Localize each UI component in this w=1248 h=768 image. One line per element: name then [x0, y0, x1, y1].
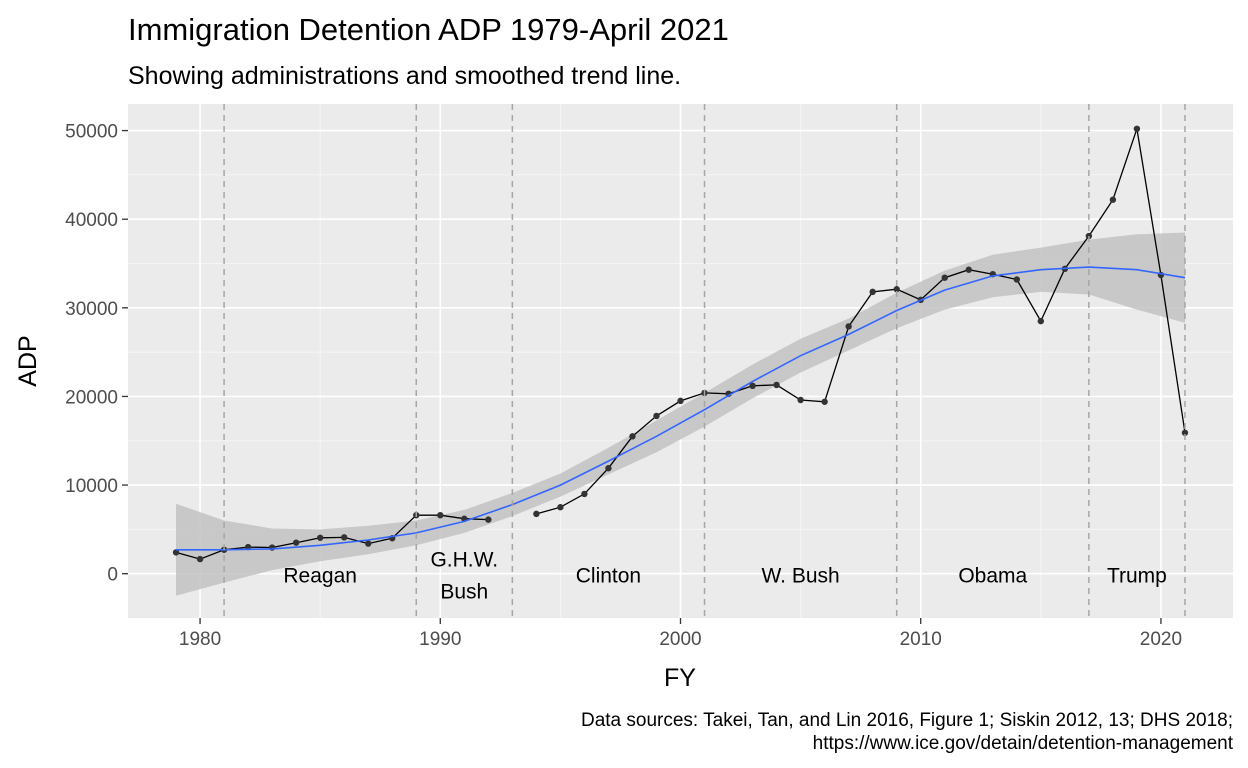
chart-title: Immigration Detention ADP 1979-April 202… — [128, 12, 729, 47]
adp-data-point — [1013, 276, 1021, 283]
trend-confidence-band — [176, 232, 1185, 596]
administration-label: Reagan — [283, 565, 357, 588]
caption-line-1: Data sources: Takei, Tan, and Lin 2016, … — [581, 710, 1233, 731]
adp-data-point — [1133, 125, 1141, 133]
x-tick-label: 1980 — [179, 629, 221, 650]
adp-data-point — [172, 549, 180, 556]
administration-label: Bush — [440, 581, 488, 604]
adp-data-point — [869, 288, 876, 296]
adp-data-point — [965, 266, 972, 273]
adp-data-point — [653, 412, 660, 420]
adp-data-point — [365, 540, 372, 547]
adp-data-point — [941, 274, 948, 281]
trend-line — [176, 266, 1186, 551]
administration-label: Trump — [1107, 565, 1167, 588]
adp-data-point — [845, 323, 852, 330]
x-tick-label: 1990 — [419, 629, 461, 650]
adp-data-point — [581, 490, 588, 498]
adp-data-point — [268, 544, 276, 551]
x-tick-label: 2010 — [900, 629, 942, 650]
adp-data-point — [196, 555, 204, 563]
adp-data-point — [485, 516, 492, 523]
plot-area: Reagan G.H.W. Bush Clinton W. Bush Obama Trump… — [65, 104, 1233, 650]
adp-data-point — [677, 397, 684, 405]
x-tick-label: 2000 — [659, 629, 701, 650]
adp-data-point — [557, 504, 564, 511]
administration-label: Obama — [958, 565, 1027, 588]
administration-label: G.H.W. — [430, 549, 498, 572]
administration-label: Clinton — [576, 565, 641, 588]
adp-series-line — [536, 128, 1186, 515]
adp-data-point — [797, 396, 804, 404]
chart-subtitle: Showing administrations and smoothed tre… — [128, 62, 681, 90]
adp-data-point — [316, 534, 324, 541]
y-axis-title: ADP — [14, 335, 42, 386]
y-tick-label: 0 — [107, 565, 118, 586]
y-tick-label: 40000 — [65, 210, 118, 231]
adp-data-point — [821, 398, 828, 405]
x-axis-title: FY — [664, 664, 696, 692]
adp-data-point — [749, 382, 756, 390]
adp-data-point — [893, 286, 900, 293]
x-tick-label: 2020 — [1140, 629, 1182, 650]
adp-data-point — [533, 510, 540, 518]
y-tick-label: 50000 — [65, 122, 118, 143]
adp-data-point — [340, 534, 348, 541]
adp-data-point — [292, 539, 300, 546]
adp-data-point — [437, 512, 444, 519]
y-tick-label: 10000 — [65, 476, 118, 497]
adp-data-point — [605, 465, 612, 472]
adp-data-point — [1037, 317, 1045, 325]
adp-data-point — [1181, 429, 1189, 436]
adp-data-point — [629, 433, 636, 440]
adp-data-point — [1109, 196, 1117, 203]
adp-data-point — [773, 381, 780, 389]
caption-line-2: https://www.ice.gov/detain/detention-man… — [813, 733, 1234, 754]
y-tick-label: 20000 — [65, 387, 118, 408]
y-tick-label: 30000 — [65, 299, 118, 320]
administration-label: W. Bush — [762, 565, 840, 588]
